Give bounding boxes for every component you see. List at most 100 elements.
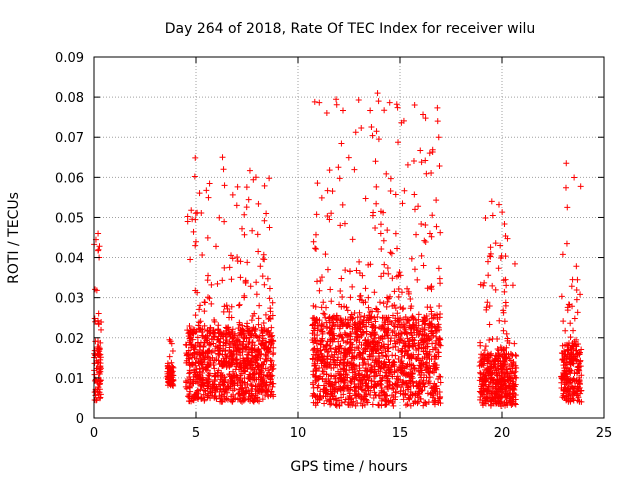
data-point <box>578 398 585 405</box>
data-point <box>384 321 391 328</box>
data-point <box>253 352 260 359</box>
data-point <box>167 366 174 373</box>
data-point <box>266 285 273 292</box>
data-point <box>348 311 355 318</box>
data-point <box>326 216 333 223</box>
data-point <box>506 377 513 384</box>
data-point <box>198 332 205 339</box>
data-point <box>384 265 391 272</box>
data-point <box>237 349 244 356</box>
data-point <box>266 315 273 322</box>
data-point <box>333 96 340 103</box>
data-point <box>492 286 499 293</box>
data-point <box>347 268 354 275</box>
data-point <box>200 391 207 398</box>
data-point <box>399 306 406 313</box>
data-point <box>577 183 584 190</box>
data-point <box>206 295 213 302</box>
data-point <box>486 383 493 390</box>
data-point <box>567 334 574 341</box>
data-point <box>219 397 226 404</box>
data-point <box>335 368 342 375</box>
data-point <box>347 386 354 393</box>
data-point <box>375 392 382 399</box>
data-point <box>478 357 485 364</box>
data-point <box>482 354 489 361</box>
y-tick-label: 0.07 <box>55 131 84 146</box>
data-point <box>374 314 381 321</box>
data-point <box>258 387 265 394</box>
data-point <box>493 370 500 377</box>
data-point <box>480 370 487 377</box>
data-point <box>435 339 442 346</box>
data-point <box>396 269 403 276</box>
data-point <box>573 357 580 364</box>
data-point <box>391 328 398 335</box>
data-point <box>422 221 429 228</box>
data-point <box>414 355 421 362</box>
data-point <box>377 230 384 237</box>
data-point <box>574 370 581 377</box>
data-point <box>250 398 257 405</box>
data-point <box>237 274 244 281</box>
data-point <box>383 170 390 177</box>
data-point <box>221 303 228 310</box>
data-point <box>312 231 319 238</box>
data-point <box>194 387 201 394</box>
data-point <box>194 334 201 341</box>
data-point <box>406 395 413 402</box>
data-point <box>228 303 235 310</box>
data-point <box>504 372 511 379</box>
data-point <box>205 362 212 369</box>
data-point <box>486 336 493 343</box>
data-point <box>317 326 324 333</box>
data-point <box>562 184 569 191</box>
data-point <box>223 327 230 334</box>
data-point <box>220 382 227 389</box>
data-point <box>477 339 484 346</box>
data-point <box>435 265 442 272</box>
data-point <box>345 319 352 326</box>
data-point <box>399 363 406 370</box>
data-point <box>250 370 257 377</box>
data-point <box>477 281 484 288</box>
data-point <box>198 209 205 216</box>
data-point <box>330 335 337 342</box>
data-point <box>507 368 514 375</box>
data-point <box>415 351 422 358</box>
data-point <box>343 304 350 311</box>
data-point <box>239 398 246 405</box>
data-point <box>369 323 376 330</box>
data-point <box>512 352 519 359</box>
y-tick-label: 0.04 <box>55 252 84 267</box>
data-point <box>385 348 392 355</box>
data-point <box>313 246 320 253</box>
data-point <box>561 365 568 372</box>
data-point <box>254 394 261 401</box>
data-point <box>371 372 378 379</box>
data-point <box>377 365 384 372</box>
data-point <box>229 398 236 405</box>
data-point <box>425 369 432 376</box>
data-point <box>184 327 191 334</box>
data-point <box>329 188 336 195</box>
data-point <box>266 224 273 231</box>
data-point <box>486 252 493 259</box>
data-point <box>95 246 102 253</box>
data-point <box>338 140 345 147</box>
data-point <box>368 123 375 130</box>
data-point <box>380 300 387 307</box>
data-point <box>270 344 277 351</box>
data-point <box>215 357 222 364</box>
data-point <box>336 175 343 182</box>
data-point <box>315 348 322 355</box>
data-point <box>236 346 243 353</box>
data-point <box>256 398 263 405</box>
data-point <box>423 366 430 373</box>
data-point <box>221 264 228 271</box>
data-point <box>567 320 574 327</box>
data-point <box>406 361 413 368</box>
data-point <box>480 282 487 289</box>
data-point <box>211 365 218 372</box>
data-point <box>494 336 501 343</box>
